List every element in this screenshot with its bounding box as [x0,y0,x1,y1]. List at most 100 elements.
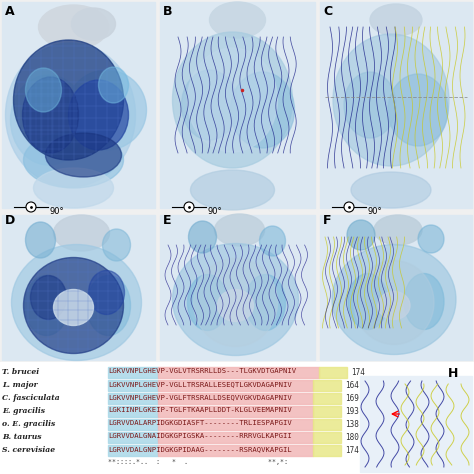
Ellipse shape [6,43,136,187]
Bar [158,431,313,443]
Text: A: A [5,5,15,18]
Bar [158,366,319,378]
Ellipse shape [210,2,265,38]
Text: B: B [163,5,173,18]
Ellipse shape [72,8,116,40]
Ellipse shape [24,132,124,188]
Ellipse shape [246,274,285,330]
Text: 193: 193 [345,407,359,416]
Bar [108,431,158,443]
Ellipse shape [259,226,285,256]
Ellipse shape [332,245,456,355]
Text: D: D [5,214,15,227]
Text: LGKIINPLGKEIP-TGLFTKAAPLLDDT-KLGLVEEMAPNIV: LGKIINPLGKEIP-TGLFTKAAPLLDDT-KLGLVEEMAPN… [108,407,292,413]
Text: LGKVVNPLGHEVP-VGLVTRSRRLLDS---TLGKVDTGAPNIV: LGKVVNPLGHEVP-VGLVTRSRRLLDS---TLGKVDTGAP… [108,368,296,374]
Bar [2,2,155,208]
Bar [160,2,315,208]
Bar [319,366,346,378]
Bar [320,215,472,360]
Bar [313,445,341,456]
Ellipse shape [348,273,388,329]
Ellipse shape [25,275,69,336]
Text: 90°: 90° [50,207,64,216]
Ellipse shape [54,290,93,326]
Bar [108,392,158,404]
Bar [313,392,341,404]
Bar [158,405,313,417]
Ellipse shape [188,48,277,152]
Ellipse shape [191,170,274,210]
Ellipse shape [46,133,121,177]
Text: B. taurus: B. taurus [2,433,42,441]
Ellipse shape [215,214,264,246]
Ellipse shape [54,215,109,251]
Ellipse shape [182,70,237,140]
Text: C. fasciculata: C. fasciculata [2,394,60,402]
Bar [313,380,341,391]
Ellipse shape [11,245,142,361]
Ellipse shape [26,68,62,112]
Ellipse shape [189,221,217,253]
Bar [158,392,313,404]
Bar [313,405,341,417]
Text: S. cerevisiae: S. cerevisiae [2,446,55,454]
Text: 90°: 90° [368,207,383,216]
Ellipse shape [13,40,124,160]
Text: LGKVVNPLGHEVP-VGLLTRSRALLESEQTLGKVDAGAPNIV: LGKVVNPLGHEVP-VGLLTRSRALLESEQTLGKVDAGAPN… [108,381,292,387]
Ellipse shape [89,271,125,315]
Ellipse shape [351,172,431,208]
Text: LGRVVDALGNAIDGKGPIGSKA--------RRRVGLKAPGII: LGRVVDALGNAIDGKGPIGSKA--------RRRVGLKAPG… [108,433,292,439]
Ellipse shape [404,273,444,329]
Ellipse shape [173,244,299,356]
Ellipse shape [230,72,294,148]
Ellipse shape [30,275,66,319]
Text: E. gracilis: E. gracilis [2,407,45,415]
Ellipse shape [10,75,86,165]
Text: o. E. gracilis: o. E. gracilis [2,420,55,428]
Circle shape [184,202,194,212]
Ellipse shape [344,72,396,138]
Text: LGKVVNPLGHEVP-VGLFTRSRALLDSEQVVGKVDAGAPNIV: LGKVVNPLGHEVP-VGLFTRSRALLDSEQVVGKVDAGAPN… [108,394,292,400]
Text: C: C [323,5,332,18]
Ellipse shape [24,257,124,354]
Bar [158,419,313,430]
Bar [108,405,158,417]
Ellipse shape [388,74,448,146]
Text: LGRVVDALARPIDGKGDIASFT--------TRLIESPAPGIV: LGRVVDALARPIDGKGDIASFT--------TRLIESPAPG… [108,420,292,426]
Ellipse shape [193,258,277,346]
Bar [313,419,341,430]
Bar [158,380,313,391]
Text: 169: 169 [345,394,359,403]
Ellipse shape [333,34,449,166]
Ellipse shape [69,80,128,150]
Bar [360,376,472,472]
Ellipse shape [102,229,130,261]
Bar [2,215,155,360]
Text: T. brucei: T. brucei [2,368,39,376]
Text: 174: 174 [351,368,365,377]
Bar [313,431,341,443]
Ellipse shape [173,32,292,168]
Text: 138: 138 [345,420,359,429]
Bar [108,366,158,378]
Ellipse shape [370,4,422,36]
Ellipse shape [347,220,375,250]
Text: 90°: 90° [208,207,223,216]
Text: LGRVVDALGNPIDGKGPIDAAG--------RSRAQVKAPGIL: LGRVVDALGNPIDGKGPIDAAG--------RSRAQVKAPG… [108,446,292,452]
Ellipse shape [374,215,422,245]
Text: F: F [323,214,331,227]
Ellipse shape [354,261,434,345]
Text: E: E [163,214,172,227]
Ellipse shape [99,67,128,103]
Bar [0,362,474,474]
Circle shape [26,202,36,212]
Ellipse shape [26,222,55,258]
Circle shape [344,202,354,212]
Text: 164: 164 [345,381,359,390]
Ellipse shape [34,168,113,208]
Text: 180: 180 [345,433,359,442]
Bar [108,419,158,430]
Bar [158,445,313,456]
Bar [108,380,158,391]
Text: H: H [448,367,458,380]
